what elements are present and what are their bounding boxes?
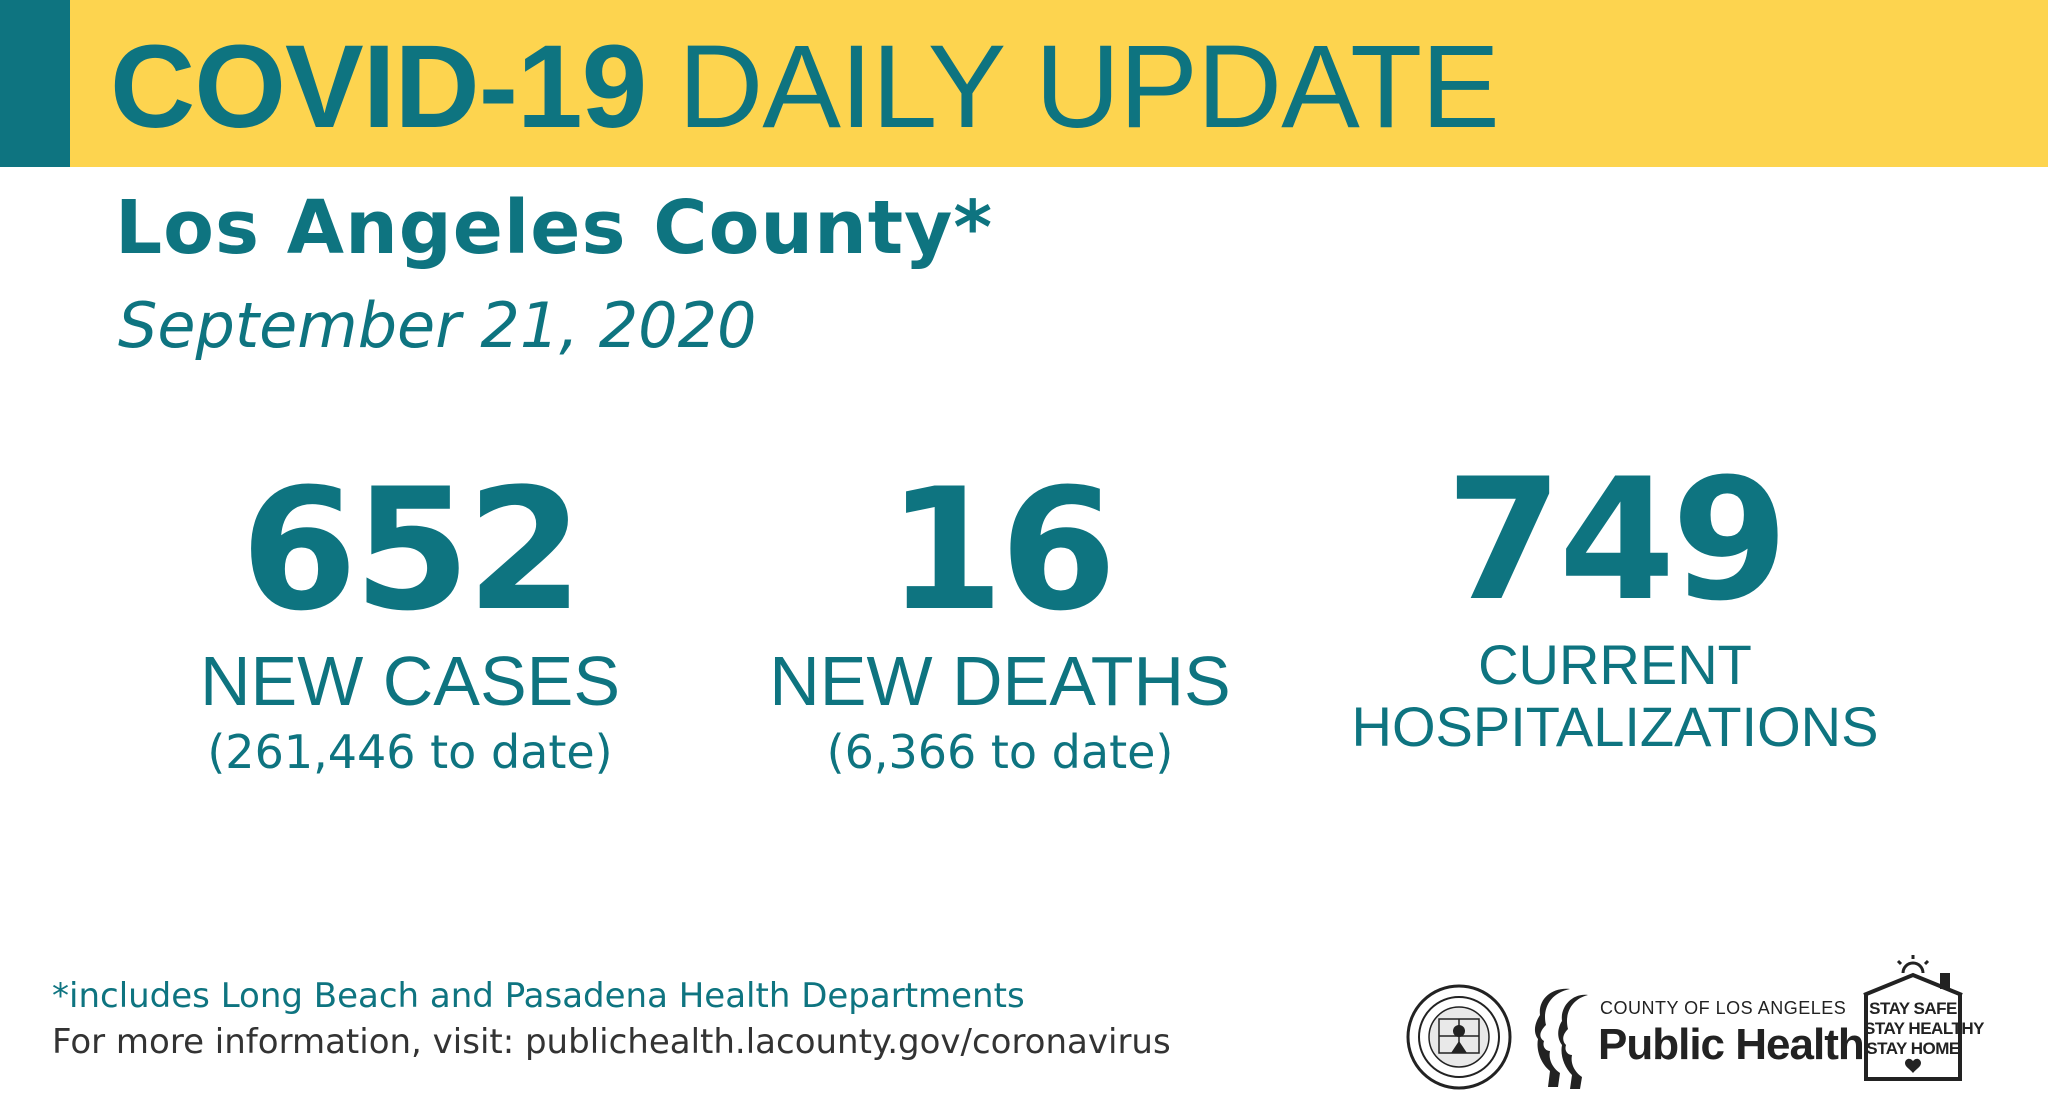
header-banner: COVID-19 DAILY UPDATE bbox=[0, 0, 2048, 167]
public-health-logo: COUNTY OF LOS ANGELES Public Health bbox=[1530, 980, 1865, 1090]
deaths-to-date: (6,366 to date) bbox=[826, 725, 1174, 779]
banner-accent-bar bbox=[0, 0, 70, 167]
stat-new-deaths: 16 NEW DEATHS (6,366 to date) bbox=[740, 460, 1260, 782]
headline-daily-update: DAILY UPDATE bbox=[678, 21, 1500, 153]
headline-covid: COVID-19 bbox=[110, 21, 647, 153]
stay-safe-text: STAY SAFE STAY HEALTHY STAY HOME bbox=[1864, 999, 1984, 1059]
hospitalizations-label-line2: HOSPITALIZATIONS bbox=[1351, 695, 1879, 758]
report-date: September 21, 2020 bbox=[118, 289, 757, 362]
cases-to-date: (261,446 to date) bbox=[207, 725, 613, 779]
stay-safe-line2: STAY HEALTHY bbox=[1864, 1019, 1984, 1038]
stay-safe-line1: STAY SAFE bbox=[1869, 999, 1957, 1018]
new-deaths-number: 16 bbox=[887, 452, 1117, 648]
county-title: Los Angeles County* bbox=[115, 185, 994, 271]
footnote: *includes Long Beach and Pasadena Health… bbox=[52, 976, 1025, 1016]
stat-new-cases: 652 NEW CASES (261,446 to date) bbox=[150, 460, 670, 782]
stay-safe-logo: STAY SAFE STAY HEALTHY STAY HOME bbox=[1858, 955, 1984, 1085]
headline: COVID-19 DAILY UPDATE bbox=[110, 21, 1500, 153]
more-info-text: For more information, visit: publichealt… bbox=[52, 1022, 1171, 1062]
house-icon bbox=[1863, 955, 1963, 1081]
stay-safe-line3: STAY HOME bbox=[1866, 1039, 1960, 1058]
public-health-logo-top: COUNTY OF LOS ANGELES bbox=[1600, 998, 1847, 1018]
public-health-logo-main: Public Health bbox=[1598, 1020, 1865, 1069]
new-deaths-label: NEW DEATHS bbox=[769, 642, 1231, 720]
hospitalizations-number: 749 bbox=[1445, 442, 1789, 638]
county-seal-icon bbox=[1405, 983, 1513, 1091]
stat-hospitalizations: 749 CURRENT HOSPITALIZATIONS bbox=[1330, 450, 1900, 758]
new-cases-label: NEW CASES bbox=[199, 642, 621, 720]
hospitalizations-label-line1: CURRENT bbox=[1478, 633, 1752, 696]
new-cases-number: 652 bbox=[240, 452, 584, 648]
faces-icon bbox=[1534, 988, 1588, 1089]
